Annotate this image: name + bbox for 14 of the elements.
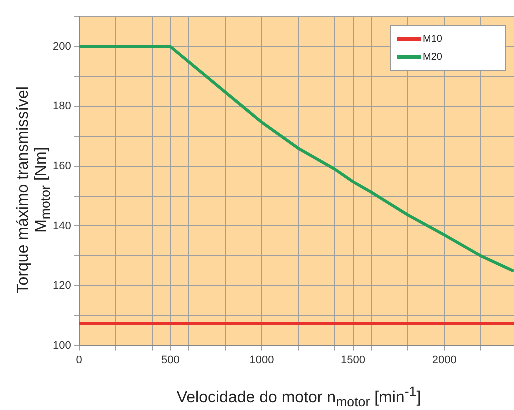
x-axis-title: Velocidade do motor n$_{motor}$ [min$^{-1}$] xyxy=(176,384,422,410)
y-tick-label: 200 xyxy=(52,40,72,53)
x-tick-label: 500 xyxy=(161,354,180,366)
x-tick-label: 1000 xyxy=(250,354,274,366)
y-tick-label: 140 xyxy=(52,220,72,232)
x-tick-label: 1500 xyxy=(341,354,366,366)
legend-label: M20 xyxy=(422,50,444,64)
legend-label: M10 xyxy=(422,32,444,46)
y-tick-label: 100 xyxy=(52,340,72,352)
x-tick-label: 0 xyxy=(76,354,82,366)
y-tick-label: 160 xyxy=(52,160,72,172)
x-tick-label: 2000 xyxy=(432,354,457,366)
y-tick-label: 180 xyxy=(52,100,72,113)
y-tick-label: 120 xyxy=(52,280,72,292)
